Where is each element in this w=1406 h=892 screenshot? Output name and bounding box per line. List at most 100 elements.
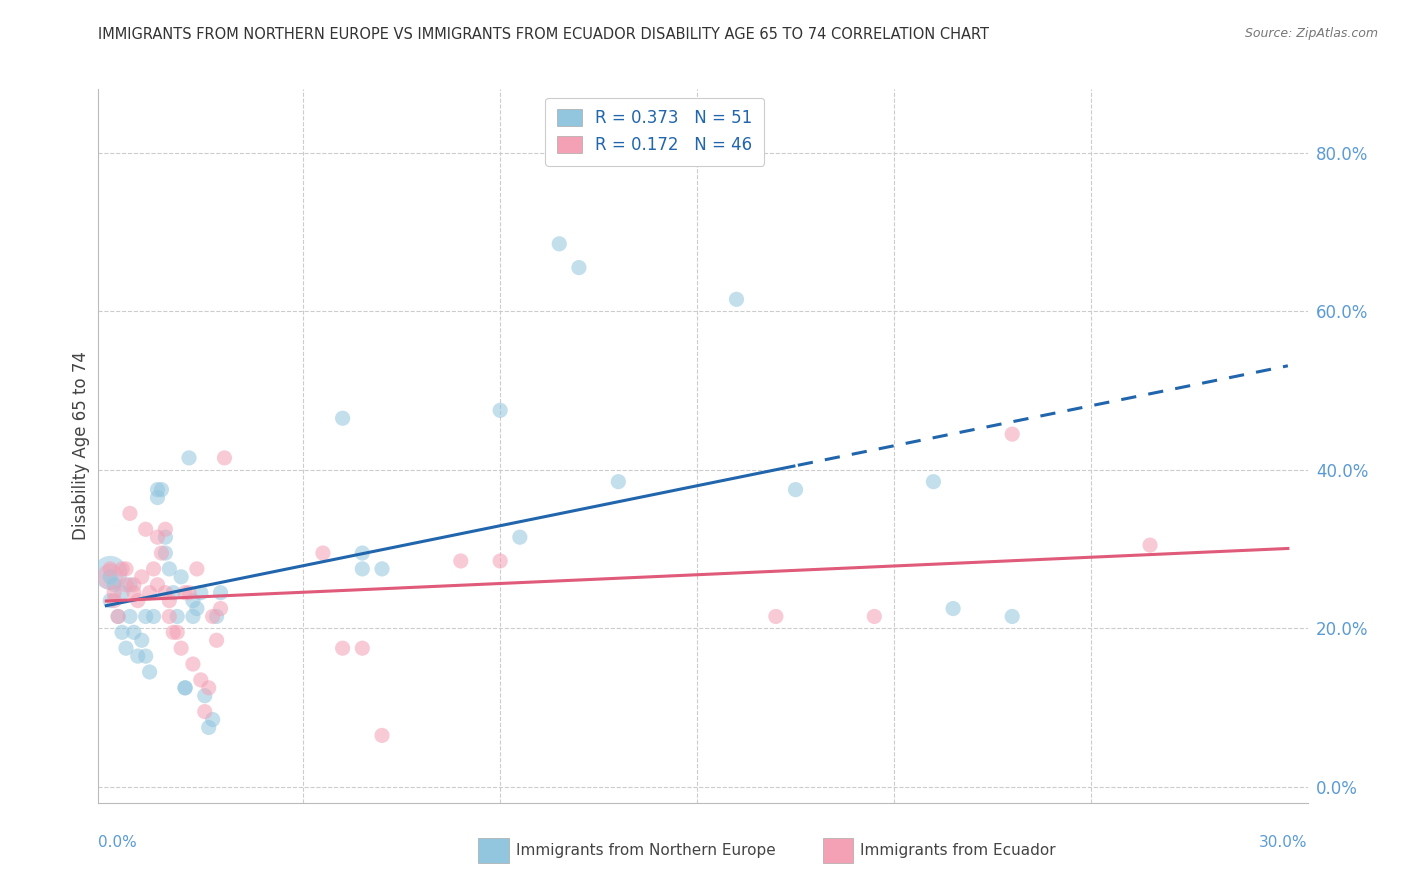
Point — [863, 609, 886, 624]
Point — [332, 641, 354, 656]
Point — [150, 483, 173, 497]
Text: IMMIGRANTS FROM NORTHERN EUROPE VS IMMIGRANTS FROM ECUADOR DISABILITY AGE 65 TO : IMMIGRANTS FROM NORTHERN EUROPE VS IMMIG… — [98, 27, 990, 42]
Point — [146, 491, 169, 505]
Point — [332, 411, 354, 425]
Point — [186, 562, 208, 576]
Point — [115, 578, 138, 592]
Point — [725, 293, 748, 307]
Point — [197, 721, 219, 735]
Point — [194, 689, 217, 703]
Point — [135, 649, 157, 664]
Point — [209, 585, 232, 599]
Point — [371, 562, 394, 576]
Point — [111, 585, 134, 599]
Point — [142, 562, 165, 576]
Point — [352, 562, 374, 576]
Point — [166, 625, 188, 640]
Point — [174, 681, 197, 695]
Point — [118, 609, 141, 624]
Point — [157, 562, 180, 576]
Point — [489, 554, 512, 568]
Point — [1001, 427, 1024, 442]
Point — [214, 450, 236, 465]
Point — [115, 562, 138, 576]
Point — [186, 601, 208, 615]
Point — [146, 530, 169, 544]
Point — [785, 483, 807, 497]
Point — [1001, 609, 1024, 624]
Point — [201, 713, 224, 727]
Point — [131, 570, 153, 584]
Point — [103, 593, 125, 607]
Point — [98, 566, 121, 580]
Point — [190, 673, 212, 687]
Point — [201, 609, 224, 624]
Point — [98, 570, 121, 584]
Point — [352, 546, 374, 560]
Point — [142, 609, 165, 624]
Point — [942, 601, 965, 615]
Point — [205, 609, 228, 624]
Point — [162, 585, 184, 599]
Point — [548, 236, 571, 251]
Point — [118, 578, 141, 592]
Point — [122, 578, 145, 592]
Point — [135, 609, 157, 624]
Point — [146, 483, 169, 497]
Point — [127, 593, 149, 607]
Point — [371, 728, 394, 742]
Point — [352, 641, 374, 656]
Point — [312, 546, 335, 560]
Point — [170, 641, 193, 656]
Point — [607, 475, 630, 489]
Point — [155, 585, 177, 599]
Point — [157, 609, 180, 624]
Point — [181, 593, 204, 607]
Point — [131, 633, 153, 648]
Point — [107, 609, 129, 624]
Point — [157, 593, 180, 607]
Point — [209, 601, 232, 615]
Point — [489, 403, 512, 417]
Point — [162, 625, 184, 640]
Point — [103, 585, 125, 599]
Text: Source: ZipAtlas.com: Source: ZipAtlas.com — [1244, 27, 1378, 40]
Point — [190, 585, 212, 599]
Point — [138, 665, 160, 679]
Point — [177, 585, 200, 599]
Point — [197, 681, 219, 695]
Point — [1139, 538, 1161, 552]
Point — [509, 530, 531, 544]
Point — [115, 641, 138, 656]
Point — [205, 633, 228, 648]
Point — [765, 609, 787, 624]
Point — [181, 609, 204, 624]
Point — [127, 649, 149, 664]
Point — [155, 522, 177, 536]
Point — [194, 705, 217, 719]
Point — [922, 475, 945, 489]
Point — [177, 450, 200, 465]
Point — [111, 625, 134, 640]
Point — [103, 578, 125, 592]
Y-axis label: Disability Age 65 to 74: Disability Age 65 to 74 — [72, 351, 90, 541]
Point — [170, 570, 193, 584]
Point — [118, 507, 141, 521]
Text: 0.0%: 0.0% — [98, 836, 138, 850]
Point — [150, 546, 173, 560]
Point — [107, 609, 129, 624]
Legend: R = 0.373   N = 51, R = 0.172   N = 46: R = 0.373 N = 51, R = 0.172 N = 46 — [546, 97, 763, 166]
Point — [155, 530, 177, 544]
Point — [98, 593, 121, 607]
Point — [111, 562, 134, 576]
Point — [138, 585, 160, 599]
Point — [135, 522, 157, 536]
Point — [174, 681, 197, 695]
Point — [122, 585, 145, 599]
Text: Immigrants from Ecuador: Immigrants from Ecuador — [860, 843, 1056, 857]
Point — [98, 562, 121, 576]
Point — [122, 625, 145, 640]
Point — [174, 585, 197, 599]
Point — [98, 570, 121, 584]
Point — [146, 578, 169, 592]
